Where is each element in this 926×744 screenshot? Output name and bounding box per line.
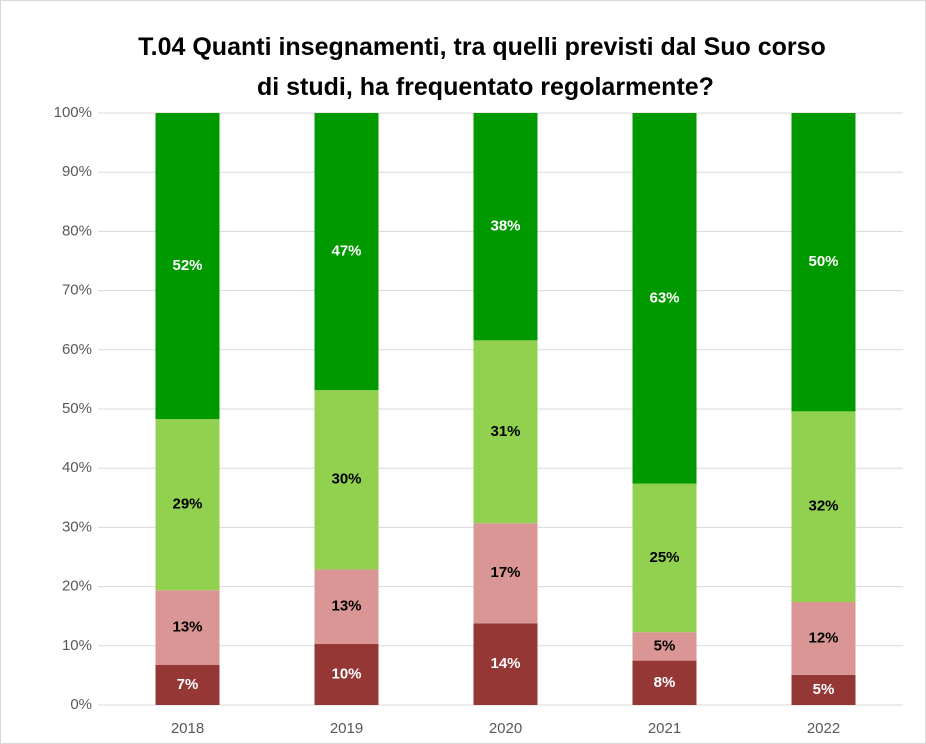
bar-segment (155, 664, 220, 705)
bar-segment (791, 411, 856, 602)
bar-segment (632, 113, 697, 484)
data-label: 12% (808, 629, 838, 646)
chart-title: T.04 Quanti insegnamenti, tra quelli pre… (138, 33, 826, 101)
data-label: 8% (654, 674, 676, 691)
data-label: 5% (654, 637, 676, 654)
x-tick-label: 2022 (807, 720, 840, 737)
bar-segment (155, 590, 220, 665)
y-tick-label: 0% (70, 696, 92, 713)
data-label: 38% (490, 218, 520, 235)
bar-segment (473, 623, 538, 705)
data-label: 47% (331, 242, 361, 259)
data-label: 50% (808, 253, 838, 270)
bar-segment (791, 113, 856, 412)
data-label: 29% (172, 496, 202, 513)
data-label: 13% (331, 598, 361, 615)
data-label: 10% (331, 665, 361, 682)
data-label: 7% (177, 676, 199, 693)
data-label: 17% (490, 564, 520, 581)
bar-segment (314, 113, 379, 391)
bar-segment (473, 113, 538, 341)
y-tick-label: 40% (62, 459, 92, 476)
y-tick-label: 30% (62, 518, 92, 535)
bar-segment (791, 674, 856, 705)
bar-segment (155, 419, 220, 591)
y-tick-label: 20% (62, 578, 92, 595)
bar-segment (314, 644, 379, 705)
data-label: 31% (490, 423, 520, 440)
data-label: 63% (649, 289, 679, 306)
data-label: 14% (490, 655, 520, 672)
bar-segment (473, 340, 538, 524)
y-tick-label: 70% (62, 282, 92, 299)
bar-segment (155, 113, 220, 420)
y-tick-label: 80% (62, 222, 92, 239)
x-tick-label: 2021 (648, 720, 681, 737)
x-tick-label: 2018 (171, 720, 204, 737)
data-label: 25% (649, 549, 679, 566)
y-tick-label: 50% (62, 400, 92, 417)
data-label: 52% (172, 257, 202, 274)
y-tick-label: 100% (54, 104, 92, 121)
bar-segment (632, 483, 697, 633)
bar-segment (314, 390, 379, 570)
y-tick-label: 90% (62, 163, 92, 180)
bar-segment (791, 601, 856, 675)
data-label: 13% (172, 618, 202, 635)
y-tick-label: 10% (62, 637, 92, 654)
bar-segment (473, 523, 538, 624)
data-label: 5% (813, 681, 835, 698)
x-tick-label: 2019 (330, 720, 363, 737)
data-label: 30% (331, 471, 361, 488)
bar-segment (314, 569, 379, 645)
y-tick-label: 60% (62, 341, 92, 358)
bar-segment (632, 660, 697, 705)
x-tick-label: 2020 (489, 720, 522, 737)
data-label: 32% (808, 498, 838, 515)
bar-segment (632, 632, 697, 661)
